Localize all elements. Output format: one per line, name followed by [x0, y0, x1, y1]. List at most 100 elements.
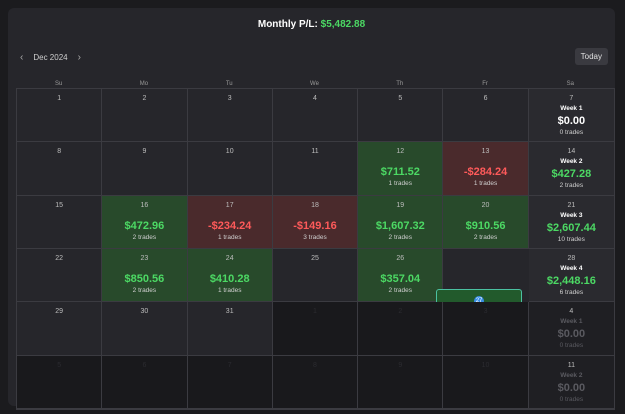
- today-badge: 27: [474, 295, 485, 306]
- prev-month-icon[interactable]: ‹: [20, 52, 24, 63]
- weekday-label: We: [310, 81, 319, 87]
- weekday-label: Mo: [139, 81, 149, 87]
- day-number: 19: [396, 201, 405, 209]
- weekday-label: Tu: [225, 81, 233, 87]
- week-pnl: $0.00: [557, 328, 586, 341]
- day-number: 11: [567, 361, 575, 369]
- week-pnl: $427.28: [551, 168, 592, 181]
- day-number: 2: [142, 95, 147, 102]
- week-pnl: $2,607.44: [546, 221, 596, 234]
- day-cell[interactable]: 9: [102, 142, 188, 196]
- month-nav: ‹ Dec 2024 ›: [20, 52, 81, 63]
- day-pnl: -$284.24: [463, 166, 508, 179]
- day-cell[interactable]: 15: [17, 195, 103, 249]
- day-number: 6: [483, 95, 488, 102]
- week-pnl: $2,448.16: [546, 274, 596, 287]
- week-pnl: $0.00: [557, 381, 586, 394]
- day-cell[interactable]: 18 -$149.16 3 trades: [272, 195, 359, 249]
- day-number: 24: [225, 254, 234, 262]
- monthly-pl-label: Monthly P/L:: [257, 19, 318, 30]
- day-cell[interactable]: 11: [272, 142, 359, 196]
- monthly-pl-value: $5,482.88: [320, 19, 366, 30]
- day-cell[interactable]: 31: [187, 302, 273, 356]
- day-pnl: -$234.24: [207, 219, 252, 232]
- day-cell[interactable]: 10: [443, 355, 529, 409]
- weekday-label: Su: [54, 81, 63, 87]
- day-cell[interactable]: 5: [358, 89, 444, 143]
- day-number: 28: [567, 254, 576, 262]
- week-summary-cell: 28 Week 4 $2,448.16 6 trades: [528, 248, 614, 303]
- day-number: 10: [225, 148, 234, 156]
- day-number: 20: [481, 201, 490, 209]
- day-cell[interactable]: 8: [272, 355, 359, 409]
- day-number: 8: [313, 361, 317, 369]
- day-cell[interactable]: 25: [272, 248, 359, 303]
- week-label: Week 1: [560, 318, 583, 326]
- day-cell[interactable]: 8: [17, 142, 103, 196]
- day-cell[interactable]: 22: [17, 248, 103, 303]
- day-number: 16: [140, 201, 149, 209]
- trade-count: 2 trades: [473, 233, 498, 241]
- day-number: 18: [311, 201, 319, 209]
- day-pnl: -$149.16: [293, 219, 337, 232]
- day-pnl: $357.04: [380, 272, 421, 285]
- day-number: 5: [57, 361, 62, 369]
- next-month-icon[interactable]: ›: [77, 52, 81, 63]
- day-number: 29: [55, 308, 64, 316]
- day-cell[interactable]: 2: [102, 89, 188, 143]
- trade-count: 3 trades: [303, 233, 327, 241]
- day-cell[interactable]: 10: [187, 142, 273, 196]
- day-number: 31: [225, 308, 234, 316]
- day-number: 21: [567, 201, 576, 209]
- day-cell[interactable]: 26 $357.04 2 trades: [358, 248, 444, 303]
- day-pnl: $850.56: [124, 272, 165, 285]
- day-cell[interactable]: 13 -$284.24 1 trades: [443, 142, 529, 196]
- day-cell[interactable]: 12 $711.52 1 trades: [358, 142, 444, 196]
- day-number: 25: [311, 254, 319, 262]
- day-cell[interactable]: 1: [17, 89, 103, 143]
- today-button[interactable]: Today: [574, 48, 608, 65]
- week-summary-cell: 21 Week 3 $2,607.44 10 trades: [528, 195, 614, 249]
- day-cell[interactable]: 30: [102, 302, 188, 356]
- trade-count: 2 trades: [132, 233, 157, 241]
- day-number: 5: [398, 95, 403, 102]
- day-cell[interactable]: 23 $850.56 2 trades: [102, 248, 188, 303]
- day-number: 10: [481, 361, 490, 369]
- day-cell[interactable]: 4: [272, 89, 359, 143]
- calendar-panel: Monthly P/L: $5,482.88 ‹ Dec 2024 › Toda…: [8, 8, 615, 410]
- week-trade-count: 0 trades: [559, 342, 584, 350]
- day-cell[interactable]: 3: [187, 89, 273, 143]
- day-cell[interactable]: 9: [358, 355, 444, 409]
- day-number: 15: [55, 201, 64, 209]
- day-number: 17: [225, 201, 234, 209]
- day-cell[interactable]: 7: [187, 355, 273, 409]
- day-number: 13: [481, 148, 490, 156]
- day-cell[interactable]: 2: [358, 302, 444, 356]
- day-cell[interactable]: 17 -$234.24 1 trades: [187, 195, 273, 249]
- day-cell[interactable]: 1: [272, 302, 359, 356]
- day-cell[interactable]: 5: [17, 355, 103, 409]
- day-cell[interactable]: 6: [443, 89, 529, 143]
- day-number: 4: [569, 308, 574, 316]
- day-number: 7: [227, 361, 232, 369]
- monthly-pl-header: Monthly P/L: $5,482.88: [8, 19, 615, 30]
- day-cell[interactable]: 20 $910.56 2 trades: [443, 195, 529, 249]
- day-number: 30: [140, 308, 149, 316]
- week-trade-count: 0 trades: [559, 129, 584, 136]
- day-number: 12: [396, 148, 405, 156]
- trade-count: 1 trades: [388, 180, 413, 188]
- trade-count: 2 trades: [132, 286, 157, 294]
- day-cell[interactable]: 16 $472.96 2 trades: [102, 195, 188, 249]
- day-number: 3: [483, 308, 488, 316]
- day-number: 1: [57, 95, 62, 102]
- trade-count: 1 trades: [473, 180, 498, 188]
- day-cell[interactable]: 6: [102, 355, 188, 409]
- day-cell[interactable]: 3: [443, 302, 529, 356]
- day-cell[interactable]: 19 $1,607.32 2 trades: [358, 195, 444, 249]
- day-number: 3: [227, 95, 232, 102]
- day-cell[interactable]: 24 $410.28 1 trades: [187, 248, 273, 303]
- day-number: 22: [55, 254, 64, 262]
- day-cell[interactable]: 29: [17, 302, 103, 356]
- day-number: 7: [569, 95, 574, 102]
- day-pnl: $1,607.32: [375, 219, 425, 232]
